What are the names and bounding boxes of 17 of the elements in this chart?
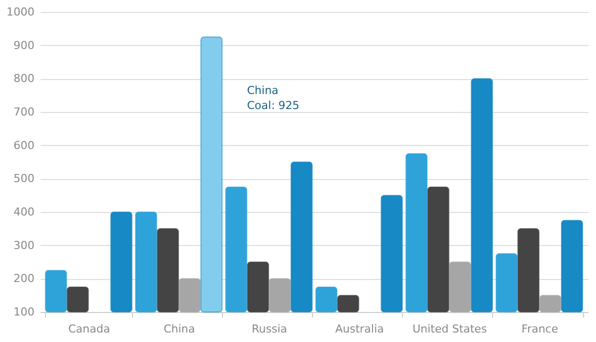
y-tick-label: 900 [14,38,34,52]
x-tick-label: Australia [335,322,384,336]
y-tick-label: 400 [14,206,34,218]
x-tick-label: Russia [252,322,288,336]
annotation: China Coal: 925 [247,84,300,112]
x-tick-label: United States [412,322,488,336]
y-tick-label: 500 [14,172,34,186]
y-tick-label: 1000 [6,6,34,18]
x-tick-label: France [522,322,558,336]
y-tick-label: 100 [14,306,34,318]
y-tick-label: 600 [14,138,34,152]
y-tick-label: 800 [14,72,34,86]
y-tick-label: 700 [14,106,34,118]
x-tick-label: China [164,322,196,336]
y-tick-label: 200 [14,272,34,286]
y-tick-label: 300 [14,238,34,252]
x-tick-label: Canada [68,322,110,336]
